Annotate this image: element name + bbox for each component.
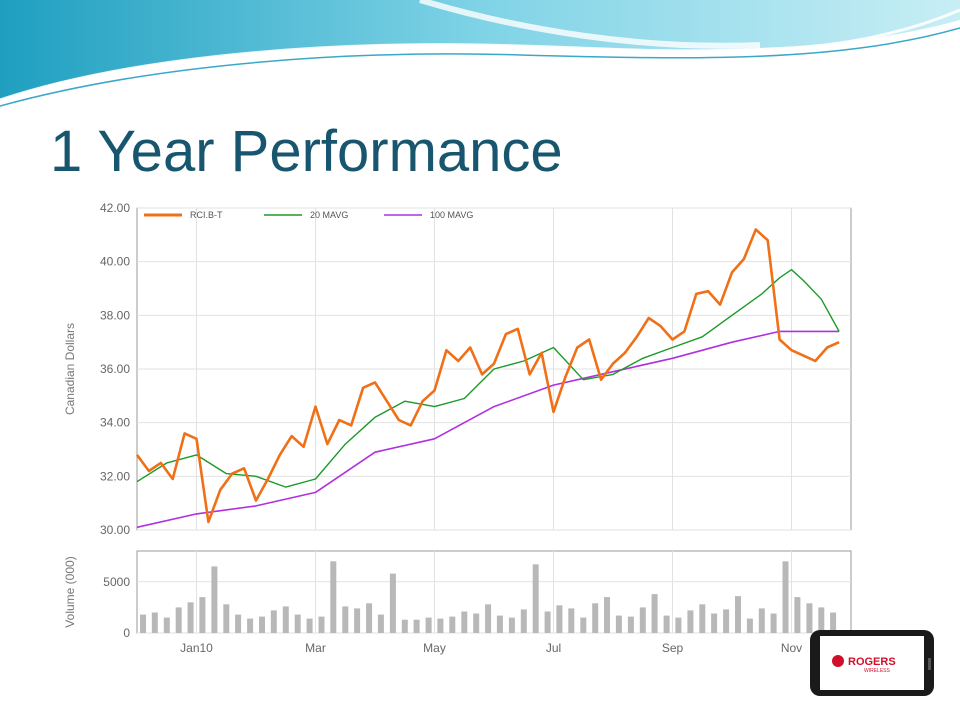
volume-bar bbox=[699, 604, 706, 633]
rogers-swirl-icon bbox=[832, 655, 844, 667]
price-panel: 30.00 32.00 34.00 36.00 38.00 40.00 42.00 Canad… bbox=[63, 201, 852, 537]
volume-bar bbox=[425, 617, 432, 633]
x-axis: Jan10 Mar May Jul Sep Nov bbox=[180, 641, 802, 655]
volume-bar bbox=[687, 610, 694, 633]
volume-bar bbox=[342, 606, 349, 633]
volume-bar bbox=[259, 616, 265, 633]
volume-bar bbox=[354, 608, 361, 633]
volume-bar bbox=[199, 597, 206, 633]
volume-bar bbox=[592, 603, 599, 633]
price-y-axis-label: Canadian Dollars bbox=[63, 323, 77, 415]
volume-bar bbox=[544, 611, 551, 633]
volume-bar bbox=[175, 607, 182, 633]
price-tick-label: 40.00 bbox=[100, 255, 130, 269]
x-tick-label: May bbox=[423, 641, 446, 655]
volume-bar bbox=[306, 618, 313, 633]
volume-bar bbox=[318, 616, 325, 633]
x-tick-label: Mar bbox=[305, 641, 326, 655]
volume-y-axis-label: Volume (000) bbox=[63, 556, 77, 627]
volume-bar bbox=[746, 618, 753, 633]
volume-bar bbox=[735, 596, 741, 633]
slide-title: 1 Year Performance bbox=[50, 119, 563, 184]
volume-bar bbox=[651, 594, 658, 633]
legend-ma100-label: 100 MAVG bbox=[430, 210, 473, 220]
volume-bar bbox=[151, 612, 158, 633]
volume-tick-label: 5000 bbox=[103, 575, 130, 589]
volume-bar bbox=[639, 607, 646, 633]
logo-text: ROGERS bbox=[848, 656, 896, 668]
volume-bar bbox=[187, 602, 194, 634]
volume-bar bbox=[806, 603, 813, 633]
volume-bar bbox=[794, 597, 801, 633]
logo-subtext: WIRELESS bbox=[864, 668, 891, 674]
volume-tick-label: 0 bbox=[123, 626, 130, 640]
volume-bar bbox=[461, 611, 468, 633]
x-tick-label: Jan10 bbox=[180, 641, 213, 655]
legend-price-label: RCI.B-T bbox=[190, 210, 223, 220]
volume-bar bbox=[389, 573, 396, 633]
volume-bar bbox=[711, 613, 718, 633]
volume-bar bbox=[223, 604, 230, 633]
volume-bar bbox=[818, 607, 825, 633]
price-tick-label: 32.00 bbox=[100, 469, 130, 483]
stock-chart: 30.00 32.00 34.00 36.00 38.00 40.00 42.00 Canad… bbox=[58, 196, 862, 662]
volume-bar bbox=[508, 617, 515, 633]
volume-bar bbox=[449, 616, 456, 633]
price-tick-label: 42.00 bbox=[100, 201, 130, 215]
volume-bar bbox=[437, 618, 444, 633]
volume-bar bbox=[520, 609, 527, 633]
volume-bar bbox=[627, 616, 634, 633]
volume-bar bbox=[615, 615, 622, 633]
volume-bar bbox=[330, 561, 337, 634]
volume-bar bbox=[485, 604, 492, 633]
price-tick-label: 36.00 bbox=[100, 362, 130, 376]
volume-bar bbox=[758, 608, 765, 633]
header-wave-decoration bbox=[0, 0, 960, 107]
volume-bar bbox=[473, 613, 480, 633]
volume-bar bbox=[377, 614, 384, 633]
volume-bar bbox=[568, 608, 575, 633]
volume-bar bbox=[723, 609, 730, 633]
x-tick-label: Jul bbox=[546, 641, 561, 655]
legend-ma20-label: 20 MAVG bbox=[310, 210, 348, 220]
price-series-line bbox=[135, 228, 840, 524]
volume-bar bbox=[770, 613, 777, 633]
volume-bar bbox=[675, 617, 682, 633]
volume-bar bbox=[235, 614, 242, 633]
volume-bar bbox=[580, 617, 587, 633]
volume-bar bbox=[163, 617, 170, 633]
volume-bar bbox=[366, 603, 373, 633]
price-tick-label: 34.00 bbox=[100, 416, 130, 430]
volume-bar bbox=[782, 561, 789, 634]
volume-bar bbox=[401, 619, 408, 633]
volume-bar bbox=[604, 597, 610, 633]
volume-bar bbox=[532, 564, 539, 633]
price-tick-label: 38.00 bbox=[100, 308, 130, 322]
volume-bar bbox=[282, 606, 289, 633]
volume-bar bbox=[294, 614, 301, 633]
ma100-series-line bbox=[136, 330, 840, 529]
volume-bar bbox=[830, 612, 837, 633]
rogers-phone-logo: ROGERS WIRELESS bbox=[810, 630, 934, 696]
price-tick-label: 30.00 bbox=[100, 523, 130, 537]
volume-bar bbox=[270, 610, 277, 633]
x-tick-label: Nov bbox=[781, 641, 802, 655]
volume-bar bbox=[140, 614, 146, 633]
volume-bar bbox=[211, 566, 218, 633]
volume-bar bbox=[663, 615, 670, 633]
volume-bar bbox=[413, 619, 420, 633]
volume-bar bbox=[556, 605, 563, 633]
volume-bar bbox=[247, 618, 254, 633]
x-tick-label: Sep bbox=[662, 641, 684, 655]
volume-bar bbox=[496, 615, 503, 633]
volume-panel: 0 5000 Volume (000) bbox=[63, 550, 852, 640]
volume-plot-frame bbox=[136, 550, 852, 634]
